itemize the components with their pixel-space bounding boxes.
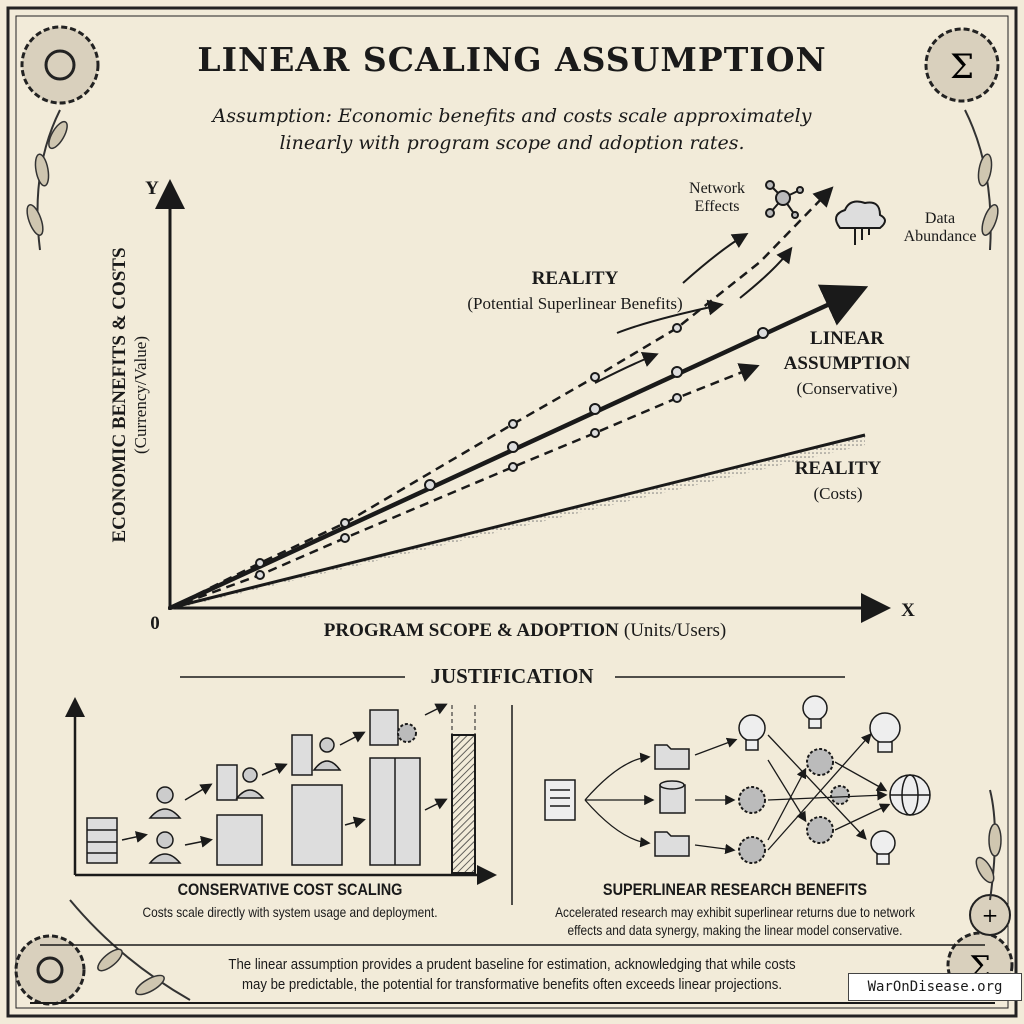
reality-costs-sub: (Costs) (813, 484, 863, 503)
plus-gear-icon: + (969, 894, 1011, 936)
x-axis-label: PROGRAM SCOPE & ADOPTION (Units/Users) (324, 620, 727, 642)
footer-line-1: The linear assumption provides a prudent… (228, 956, 796, 973)
network-effects-label: Network Effects (689, 180, 745, 216)
computer-icon (216, 734, 343, 866)
gear-icon (20, 25, 100, 105)
research-text-2: effects and data synergy, making the lin… (567, 922, 903, 938)
y-axis-title: ECONOMIC BENEFITS & COSTS (109, 247, 130, 543)
subtitle-line-1: Assumption: Economic benefits and costs … (212, 105, 812, 127)
research-benefits-title: SUPERLINEAR RESEARCH BENEFITS (602, 880, 868, 899)
laurel-right-icon (964, 109, 1002, 901)
cost-bar (451, 734, 476, 874)
data-label-1: Data (924, 210, 956, 227)
laurel-left-icon (26, 109, 191, 1001)
sigma-gear-icon: Σ (924, 27, 1000, 103)
footer-line-2: may be predictable, the potential for tr… (241, 976, 783, 993)
research-text-1: Accelerated research may exhibit superli… (555, 904, 915, 920)
gear-icon (14, 934, 86, 1006)
research-benefits-text: Accelerated research may exhibit superli… (555, 903, 915, 939)
cloud-data-icon (835, 200, 886, 245)
growth-arrows (594, 232, 793, 384)
x-axis-subtitle: (Units/Users) (623, 620, 727, 641)
benefit-arrows (584, 733, 891, 855)
document-icon (544, 779, 576, 821)
reality-benefits-sub: (Potential Superlinear Benefits) (467, 294, 683, 313)
y-axis-subtitle: (Currency/Value) (131, 336, 150, 455)
data-points (255, 323, 769, 580)
network-label-2: Effects (694, 198, 740, 215)
gear-icon (738, 748, 850, 864)
footer-text: The linear assumption provides a prudent… (228, 955, 795, 995)
network-label-1: Network (689, 180, 745, 197)
data-abundance-label: Data Abundance (904, 210, 977, 246)
cost-line (169, 433, 866, 610)
reality-benefits-title: REALITY (531, 268, 619, 289)
y-axis-label: ECONOMIC BENEFITS & COSTS (Currency/Valu… (109, 247, 151, 542)
globe-icon (889, 774, 931, 816)
lightbulb-icon (738, 695, 901, 865)
outer-border (6, 6, 1018, 1018)
linear-sub: (Conservative) (796, 379, 898, 398)
page-title: LINEAR SCALING ASSUMPTION (197, 40, 827, 79)
linear-title-1: LINEAR (810, 328, 884, 349)
svg-text:+: + (982, 903, 999, 927)
server-rack-icon (369, 709, 421, 866)
origin-label: 0 (150, 613, 160, 634)
cost-arrows (121, 703, 448, 848)
database-icon (659, 780, 686, 814)
justification-heading: JUSTIFICATION (430, 664, 594, 688)
cost-scaling-title: CONSERVATIVE COST SCALING (177, 880, 403, 899)
watermark: WarOnDisease.org (848, 973, 1022, 1001)
folder-icon (654, 744, 690, 857)
superlinear-benefits-line (169, 186, 834, 610)
person-icon (148, 786, 182, 864)
y-axis-letter: Y (145, 178, 159, 199)
cost-scaling-text: Costs scale directly with system usage a… (142, 904, 438, 920)
subtitle-line-2: linearly with program scope and adoption… (279, 132, 745, 154)
inner-border (15, 15, 1009, 1009)
server-icon (86, 817, 118, 864)
reality-costs-title: REALITY (794, 458, 882, 479)
x-axis-letter: X (901, 600, 915, 621)
person-icon (235, 737, 342, 799)
gear-icon (397, 723, 417, 743)
network-icon (765, 180, 804, 219)
svg-text:Σ: Σ (950, 47, 974, 87)
linear-title-2: ASSUMPTION (783, 353, 911, 374)
data-label-2: Abundance (903, 228, 977, 245)
x-axis-title: PROGRAM SCOPE & ADOPTION (323, 620, 619, 641)
